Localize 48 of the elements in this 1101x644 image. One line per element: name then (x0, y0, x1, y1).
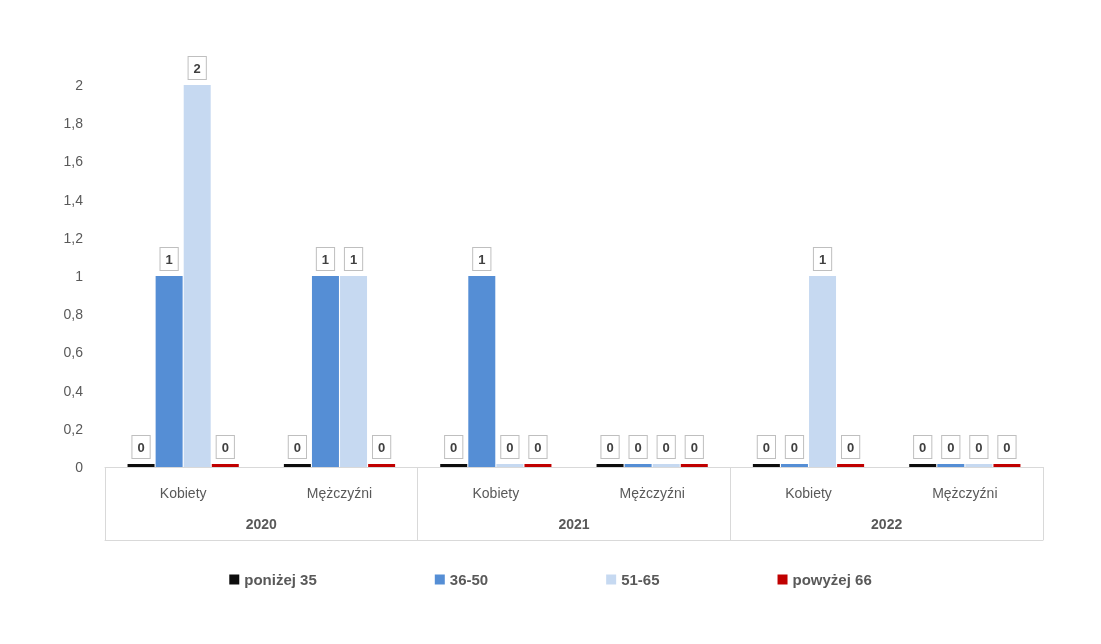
data-label: 0 (1003, 440, 1011, 455)
x-tick-label: Mężczyźni (619, 485, 685, 501)
y-tick-label: 0 (75, 459, 84, 475)
y-tick-label: 1,6 (63, 153, 84, 170)
data-label: 0 (534, 440, 542, 455)
legend-label: 36-50 (449, 571, 489, 588)
data-label: 0 (847, 440, 855, 455)
text: 2020 (245, 516, 278, 532)
x-tick-label: Kobiety (785, 485, 832, 501)
legend-label: 51-65 (621, 571, 660, 588)
data-label: 0 (762, 440, 770, 455)
data-label: 0 (506, 440, 514, 455)
data-label: 0 (790, 440, 799, 455)
x-tick-label: Kobiety (159, 485, 207, 501)
legend-label: powyżej 66 (792, 571, 872, 588)
data-label: 0 (947, 440, 955, 455)
y-tick-label: 2 (75, 77, 84, 93)
data-label: 1 (321, 252, 330, 267)
legend-label: poniżej 35 (244, 571, 317, 588)
data-label: 0 (975, 440, 983, 455)
data-label: 0 (378, 440, 386, 455)
y-tick-label: 1,2 (63, 229, 84, 246)
x-tick-label: Mężczyźni (306, 485, 373, 501)
x-tick-label: Mężczyźni (932, 485, 998, 501)
data-label: 0 (221, 440, 229, 455)
y-tick-label: 0,4 (63, 382, 84, 399)
data-label: 2 (193, 61, 201, 76)
y-tick-label: 0,6 (63, 344, 84, 361)
data-label: 1 (478, 252, 486, 267)
data-label: 0 (137, 440, 145, 455)
data-label: 0 (606, 440, 614, 455)
data-label: 1 (165, 252, 173, 267)
text: 2021 (558, 516, 590, 532)
data-label: 0 (690, 440, 698, 455)
y-tick-label: 1,4 (63, 191, 84, 208)
x-tick-label: Kobiety (472, 485, 520, 501)
data-label: 1 (349, 252, 358, 267)
data-label: 0 (919, 440, 927, 455)
text: 2022 (871, 516, 903, 532)
data-label: 1 (818, 252, 827, 267)
y-tick-label: 1,8 (63, 115, 84, 132)
data-label: 0 (450, 440, 458, 455)
y-tick-label: 0,2 (63, 420, 84, 437)
y-tick-label: 1 (75, 268, 84, 284)
data-label: 0 (662, 440, 670, 455)
data-label: 0 (634, 440, 642, 455)
y-tick-label: 0,8 (63, 306, 84, 323)
data-label: 0 (293, 440, 301, 455)
